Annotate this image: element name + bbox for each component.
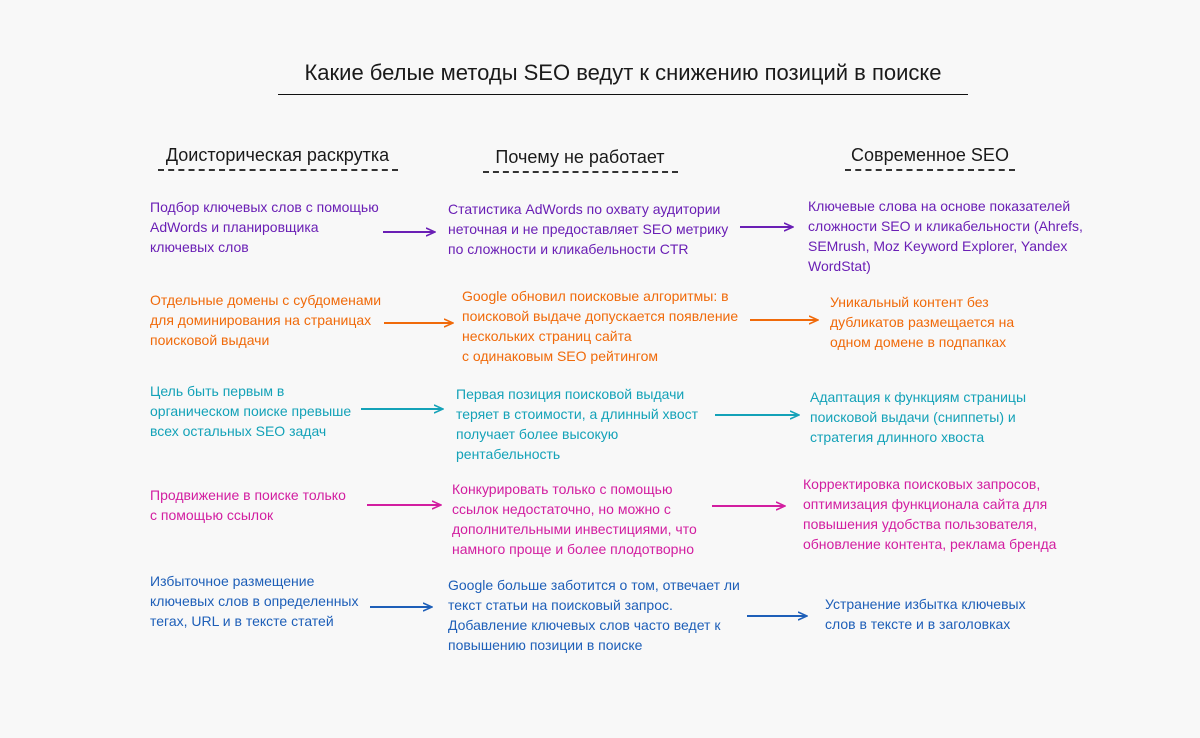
column-header-old: Доисторическая раскрутка bbox=[150, 145, 405, 171]
column-header-why-label: Почему не работает bbox=[495, 147, 665, 167]
row-4-old-method: Продвижение в поиске только с помощью сс… bbox=[150, 487, 346, 523]
row-2-modern-seo: Уникальный контент без дубликатов размещ… bbox=[830, 294, 1015, 350]
column-header-modern-underline bbox=[845, 169, 1015, 171]
column-header-old-label: Доисторическая раскрутка bbox=[165, 145, 390, 165]
diagram-title: Какие белые методы SEO ведут к снижению … bbox=[278, 60, 968, 95]
row-5-modern-seo: Устранение избытка ключевых слов в текст… bbox=[825, 596, 1026, 632]
row-3-why-not-working: Первая позиция поисковой выдачи теряет в… bbox=[456, 386, 699, 462]
row-4-modern-seo: Корректировка поисковых запросов, оптими… bbox=[803, 476, 1057, 552]
column-header-why: Почему не работает bbox=[470, 147, 690, 173]
column-header-old-underline bbox=[157, 169, 398, 171]
row-1-modern-seo: Ключевые слова на основе показателей сло… bbox=[808, 198, 1083, 274]
row-4-why-not-working: Конкурировать только с помощью ссылок не… bbox=[452, 481, 697, 557]
column-header-modern-label: Современное SEO bbox=[851, 145, 1009, 165]
row-2-old-method: Отдельные домены с субдоменами для домин… bbox=[150, 292, 382, 348]
row-3-modern-seo: Адаптация к функциям страницы поисковой … bbox=[810, 389, 1027, 445]
column-header-why-underline bbox=[482, 171, 678, 173]
column-header-modern: Современное SEO bbox=[825, 145, 1035, 171]
row-1-old-method: Подбор ключевых слов с помощью AdWords и… bbox=[150, 199, 379, 255]
row-5-old-method: Избыточное размещение ключевых слов в оп… bbox=[150, 573, 359, 629]
row-3-old-method: Цель быть первым в органическом поиске п… bbox=[150, 383, 352, 439]
row-2-why-not-working: Google обновил поисковые алгоритмы: в по… bbox=[462, 288, 739, 364]
row-1-why-not-working: Статистика AdWords по охвату аудитории н… bbox=[448, 201, 729, 257]
row-5-why-not-working: Google больше заботится о том, отвечает … bbox=[448, 577, 740, 653]
